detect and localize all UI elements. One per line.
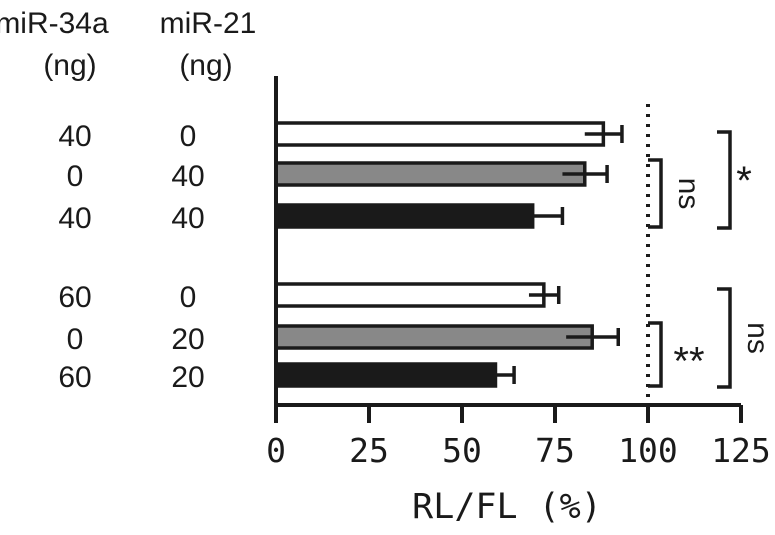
row-label-mir34a: 0 — [67, 323, 84, 356]
bar — [274, 203, 535, 229]
significance-label-ns: ns — [741, 322, 774, 354]
x-tick-label: 0 — [266, 431, 286, 470]
significance-label-double-star: ** — [673, 340, 704, 384]
mir34a-header-line2: (ng) — [43, 49, 96, 82]
row-label-mir21: 0 — [180, 120, 197, 153]
bar — [274, 282, 546, 308]
row-label-mir21: 40 — [171, 202, 204, 235]
row-label-mir34a: 60 — [58, 361, 91, 394]
bar — [274, 324, 594, 350]
x-tick-label: 50 — [442, 431, 482, 470]
x-tick-label: 125 — [711, 431, 771, 470]
bar — [274, 161, 587, 187]
row-label-mir21: 40 — [171, 160, 204, 193]
bars — [274, 121, 606, 388]
x-tick-label: 100 — [618, 431, 678, 470]
row-label-mir21: 20 — [171, 323, 204, 356]
table-header: miR-34a (ng) miR-21 (ng) — [0, 7, 256, 82]
error-bars — [476, 125, 624, 384]
row-label-mir34a: 40 — [58, 202, 91, 235]
axes: 0 25 50 75 100 125 — [266, 76, 771, 470]
mir34a-header-line1: miR-34a — [0, 7, 109, 40]
row-label-mir21: 0 — [180, 281, 197, 314]
x-axis-label: RL/FL (%) — [412, 487, 602, 527]
significance-bracket — [717, 130, 732, 230]
mir21-header-line2: (ng) — [179, 49, 232, 82]
mir21-header-line1: miR-21 — [160, 7, 257, 40]
row-label-mir34a: 60 — [58, 281, 91, 314]
significance-label-ns: ns — [672, 178, 705, 210]
row-label-mir21: 20 — [171, 361, 204, 394]
row-label-mir34a: 40 — [58, 120, 91, 153]
row-labels: 40 0 0 40 40 40 60 0 0 20 60 20 — [58, 120, 204, 394]
row-label-mir34a: 0 — [67, 160, 84, 193]
bar — [274, 121, 606, 147]
bar — [274, 362, 498, 388]
x-tick-label: 25 — [349, 431, 389, 470]
significance-label-star: * — [736, 159, 752, 203]
significance-bracket — [717, 287, 732, 389]
x-tick-label: 75 — [535, 431, 575, 470]
significance-bracket — [648, 158, 663, 229]
significance-brackets: ns ***ns — [648, 130, 774, 389]
significance-bracket — [648, 321, 663, 388]
